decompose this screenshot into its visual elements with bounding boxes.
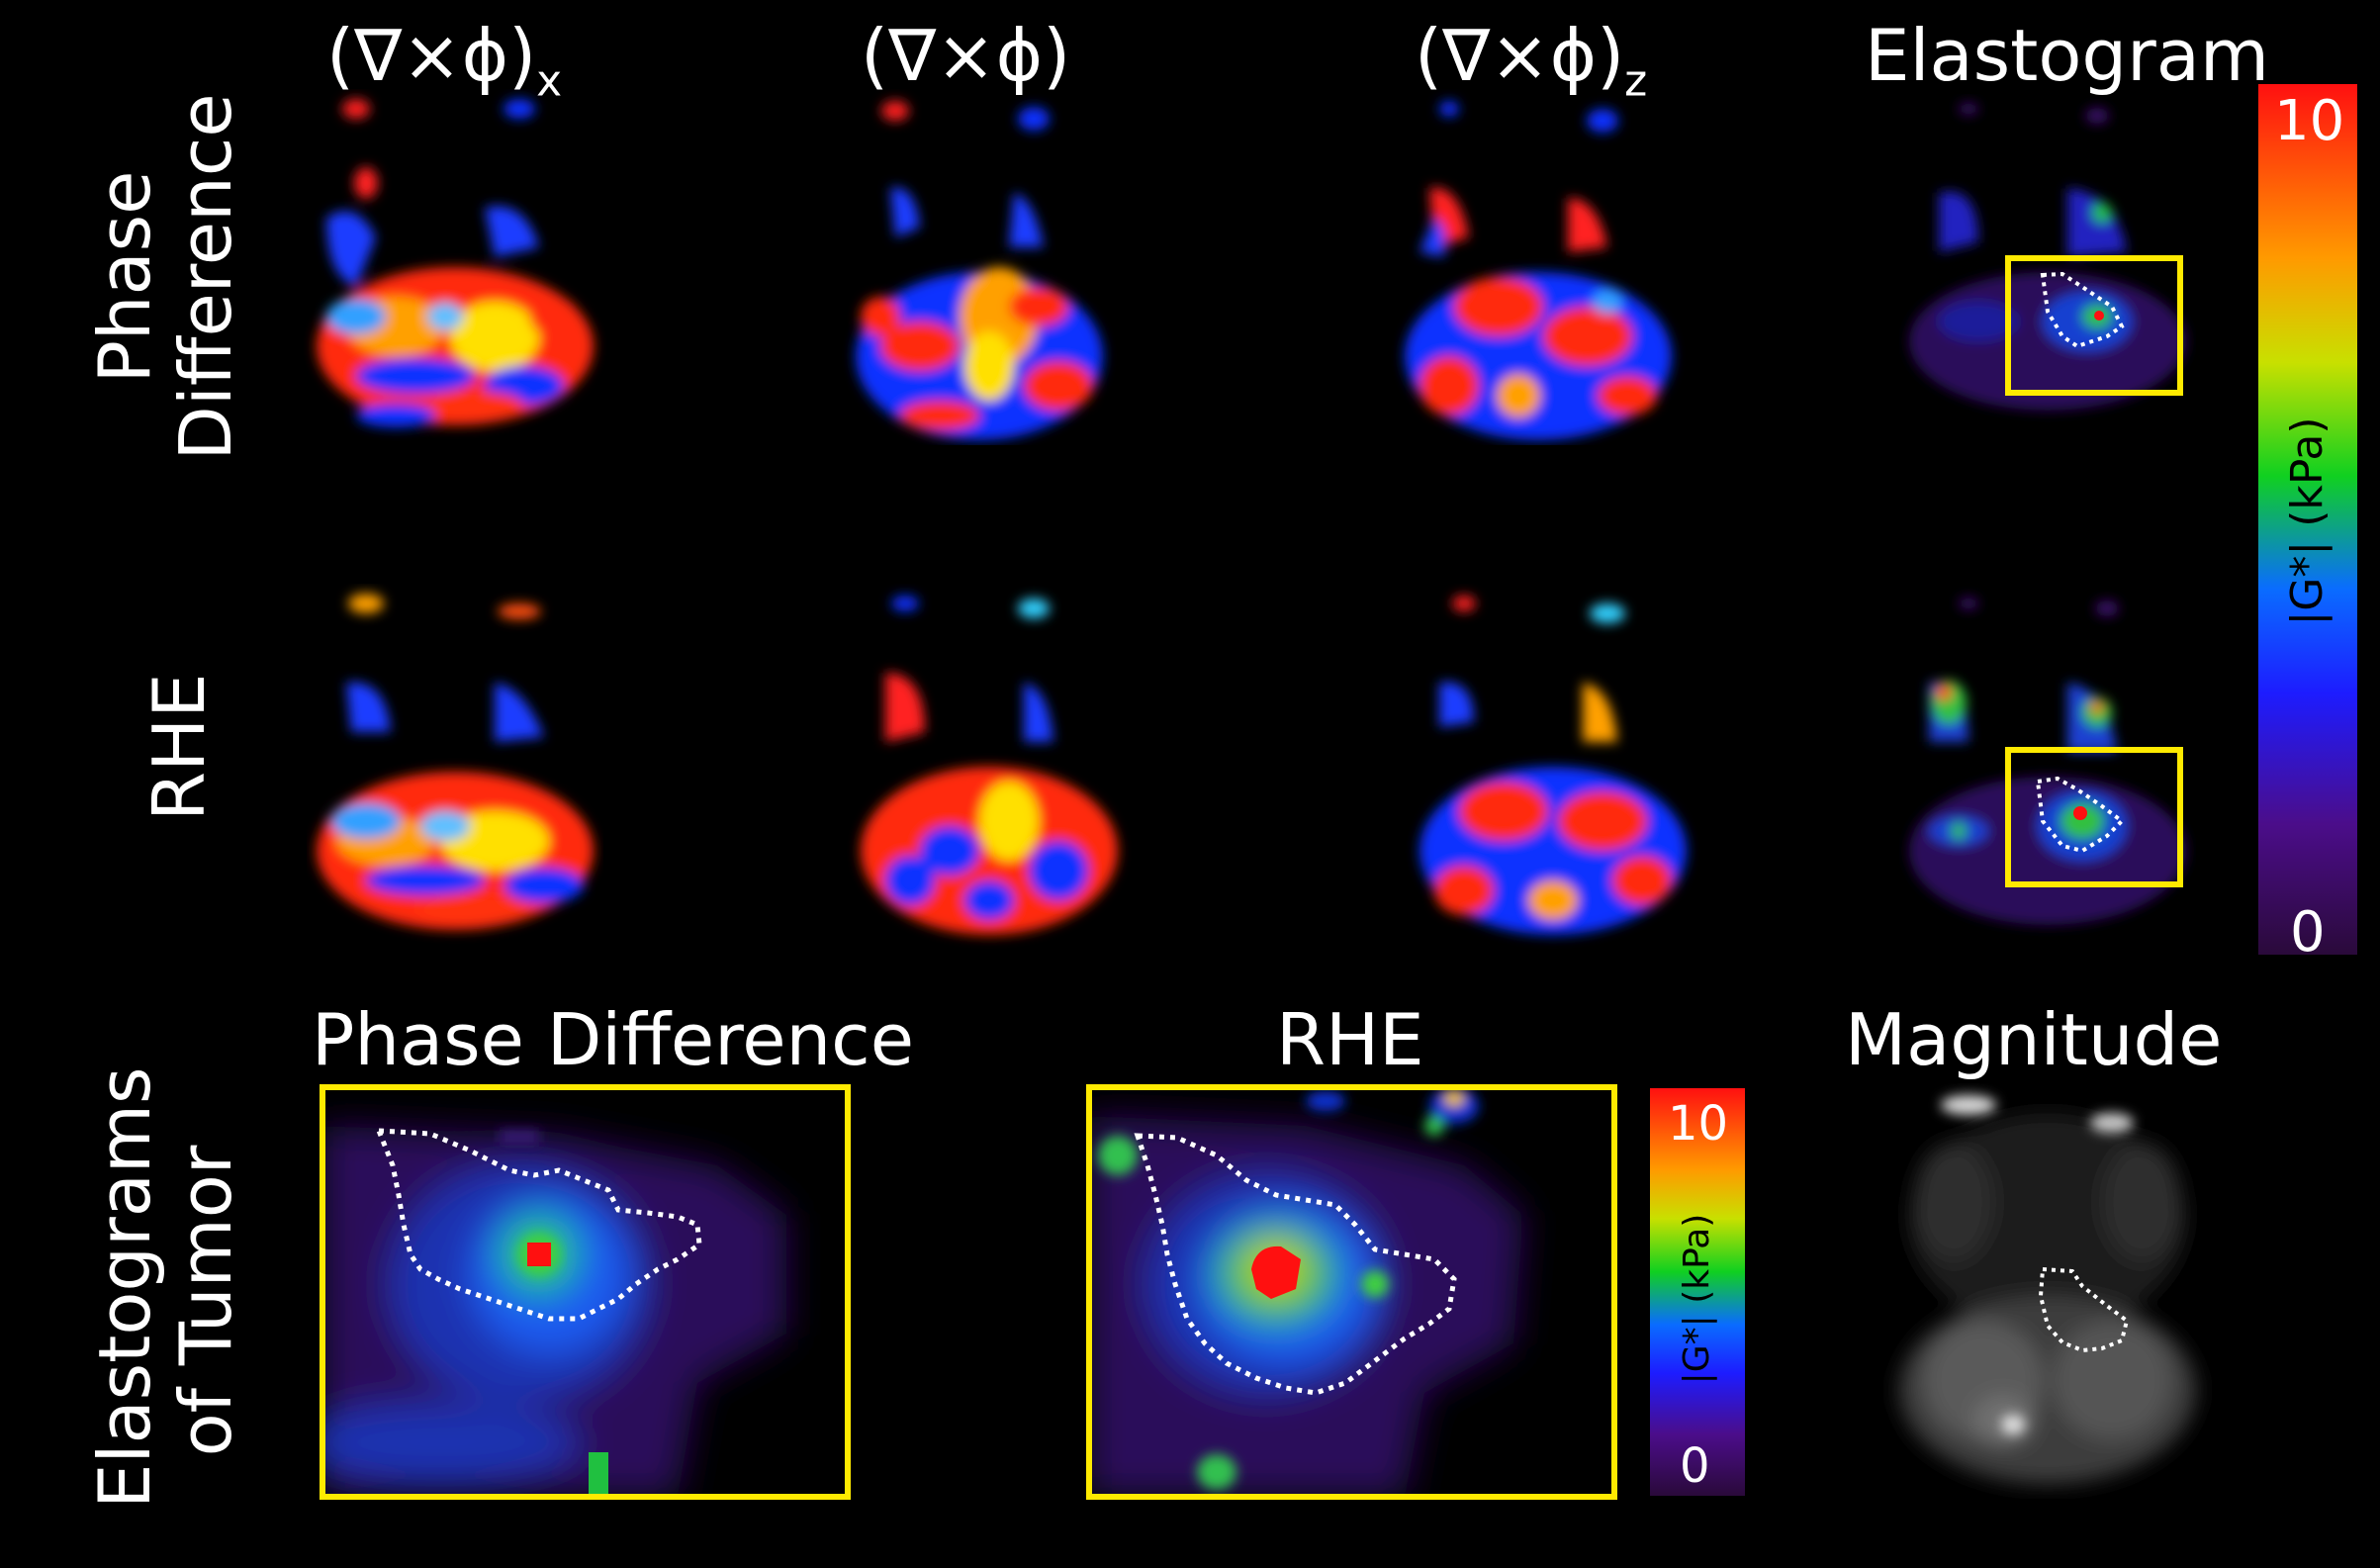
rhe-curl-x-image [317, 594, 594, 930]
rhe-curl-y-map [841, 584, 1138, 950]
zoom-rhe-hotspot [1251, 1245, 1301, 1299]
row-label-phase-difference: Phase Difference [83, 79, 247, 475]
bottom-title-magnitude: Magnitude [1845, 998, 2223, 1081]
roi-box-phase [2005, 255, 2183, 396]
magnitude-image [1875, 1083, 2221, 1499]
colorbar-small-gradient [1650, 1088, 1745, 1496]
colorbar-small-min: 0 [1680, 1438, 1710, 1494]
phase-elastogram-image [1909, 103, 2186, 411]
row-label-rhe: RHE [137, 673, 221, 821]
zoom-rhe-elastogram-image [1088, 1086, 1614, 1497]
zoom-phase-tumor-contour [375, 1128, 702, 1322]
curl-x-subscript: x [536, 55, 563, 107]
tumor-contour [2040, 271, 2125, 349]
row-label-elastograms-of-tumor: Elastograms of Tumor [83, 1066, 247, 1509]
colorbar-main-label: |G*| (kPa) [2282, 416, 2333, 626]
column-title-curl-y: (∇×ϕ) [861, 20, 1070, 91]
rhe-elastogram-map [1899, 584, 2196, 940]
phase-curl-z-image [1405, 101, 1672, 440]
roi-box-rhe [2005, 747, 2183, 887]
row-label-phase-line1: Phase [83, 170, 166, 384]
rhe-curl-x-map [307, 584, 603, 950]
colorbar-small-max: 10 [1668, 1096, 1729, 1152]
zoom-rhe-elastogram [1088, 1086, 1614, 1497]
phase-curl-x-map [297, 89, 613, 445]
colorbar-main-min: 0 [2290, 900, 2326, 965]
zoom-phase-elastogram-image [321, 1086, 848, 1497]
zoom-phase-edge [589, 1452, 608, 1497]
column-title-curl-z: (∇×ϕ)z [1415, 20, 1647, 103]
magnitude-tumor-contour [2038, 1266, 2130, 1353]
phase-curl-y-map [821, 89, 1118, 445]
phase-curl-x-image [317, 99, 594, 427]
curl-z-subscript: z [1624, 55, 1648, 107]
curl-x-text: (∇×ϕ) [326, 14, 537, 97]
rhe-elastogram-image [1909, 598, 2186, 925]
phase-curl-y-image [856, 101, 1103, 440]
colorbar-main-gradient [2258, 84, 2357, 955]
zoom-phase-hotspot [527, 1243, 551, 1266]
phase-curl-z-map [1380, 89, 1696, 445]
tumor-hotspot [2094, 311, 2104, 321]
row-label-elastograms-line2: of Tumor [164, 1145, 247, 1457]
zoom-phase-elastogram [321, 1086, 848, 1497]
rhe-curl-y-image [861, 596, 1118, 935]
phase-elastogram-map [1899, 94, 2196, 430]
zoom-rhe-tumor-contour [1134, 1133, 1457, 1396]
rhe-curl-z-image [1419, 596, 1687, 935]
roi-zoom-phase-frame [320, 1084, 851, 1500]
colorbar-small: 10 0 |G*| (kPa) [1650, 1088, 1745, 1496]
tumor-contour-rhe [2035, 776, 2126, 854]
colorbar-main-max: 10 [2274, 89, 2345, 153]
row-label-elastograms-line1: Elastograms [83, 1066, 166, 1509]
column-title-curl-x: (∇×ϕ)x [326, 20, 562, 103]
bottom-title-phase-difference: Phase Difference [312, 998, 915, 1081]
bottom-title-rhe: RHE [1276, 998, 1424, 1081]
magnitude-image-svg [1875, 1083, 2221, 1499]
roi-zoom-rhe-frame [1086, 1084, 1617, 1500]
rhe-curl-z-map [1405, 584, 1701, 950]
curl-z-text: (∇×ϕ) [1415, 14, 1625, 97]
column-title-elastogram: Elastogram [1865, 14, 2269, 97]
colorbar-main: 10 0 |G*| (kPa) [2258, 84, 2357, 961]
colorbar-small-label: |G*| (kPa) [1677, 1213, 1717, 1385]
row-label-phase-line2: Difference [164, 93, 247, 461]
tumor-hotspot-rhe [2073, 806, 2087, 820]
curl-y-text: (∇×ϕ) [861, 14, 1071, 97]
